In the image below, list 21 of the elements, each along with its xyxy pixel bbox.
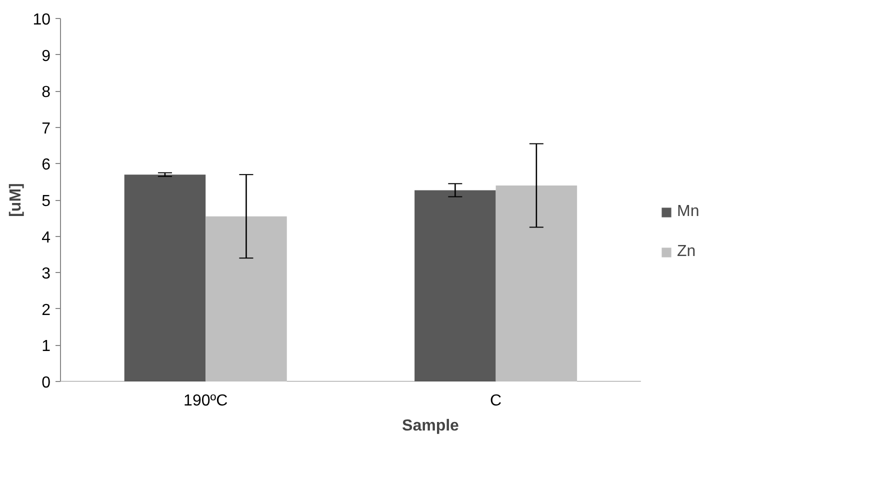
y-tick-label: 1: [42, 338, 51, 356]
x-tick-label: C: [490, 392, 502, 410]
y-tick-label: 0: [42, 374, 51, 392]
x-axis-title: Sample: [402, 418, 460, 434]
y-tick-label: 8: [42, 84, 51, 102]
bar: [124, 174, 206, 382]
x-tick-label: 190ºC: [184, 392, 228, 410]
legend-label: Zn: [677, 243, 697, 261]
y-tick-label: 7: [42, 120, 51, 138]
y-tick-label: 6: [42, 156, 51, 174]
y-tick-label: 5: [42, 193, 51, 210]
y-axis-title: [uM]: [8, 183, 25, 217]
y-tick-label: 4: [42, 229, 51, 246]
bar: [206, 216, 287, 382]
y-tick-label: 3: [42, 266, 51, 283]
y-tick-label: 10: [32, 12, 51, 28]
legend-label: Mn: [677, 203, 700, 221]
bar: [414, 190, 496, 382]
bar: [496, 185, 578, 382]
y-tick-label: 9: [42, 48, 51, 65]
y-tick-label: 2: [42, 302, 51, 319]
